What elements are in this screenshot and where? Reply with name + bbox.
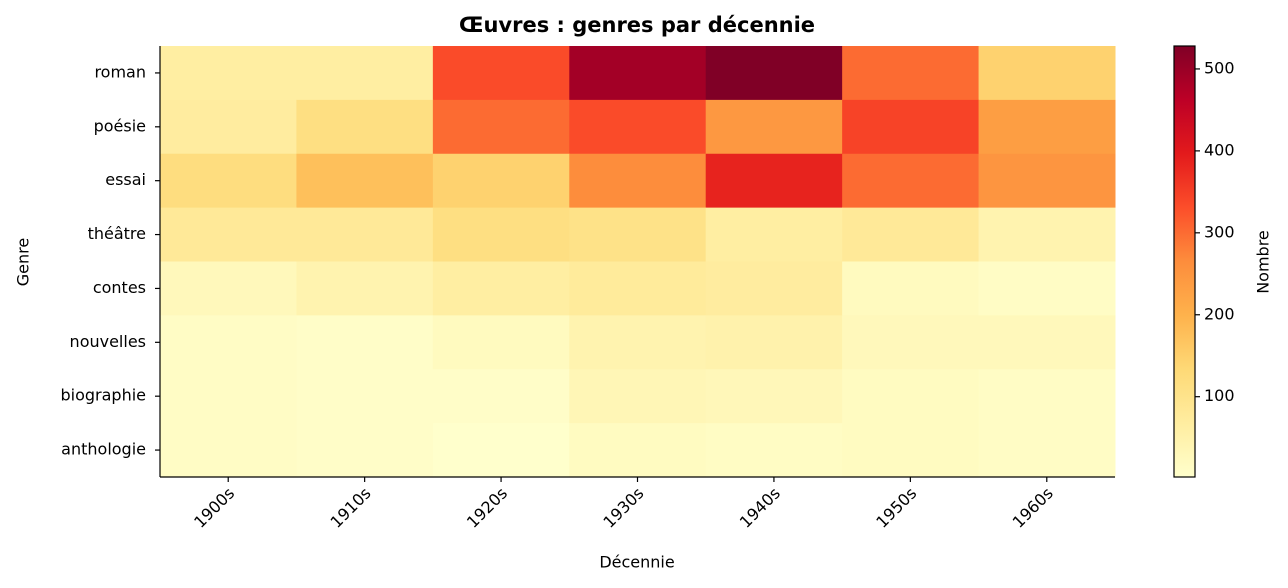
heatmap-cell bbox=[432, 369, 570, 424]
heatmap-cell bbox=[432, 99, 570, 155]
y-tick-label: essai bbox=[105, 170, 146, 189]
heatmap-cell bbox=[296, 261, 434, 316]
y-tick-label: théâtre bbox=[88, 224, 146, 243]
heatmap-cell bbox=[978, 99, 1116, 155]
colorbar-tick-label: 500 bbox=[1204, 58, 1235, 77]
heatmap-cell bbox=[432, 423, 570, 478]
colorbar-tick-label: 300 bbox=[1204, 222, 1235, 241]
heatmap-cell bbox=[569, 261, 707, 316]
heatmap-cell bbox=[432, 46, 570, 101]
x-tick-label: 1950s bbox=[872, 484, 920, 532]
heatmap-cell bbox=[705, 207, 843, 262]
heatmap-cell bbox=[978, 261, 1116, 316]
heatmap-cell bbox=[842, 423, 980, 478]
x-tick-label: 1940s bbox=[736, 484, 784, 532]
heatmap-cell bbox=[296, 207, 434, 262]
heatmap-cell bbox=[296, 99, 434, 155]
heatmap-cell bbox=[978, 369, 1116, 424]
heatmap-cell bbox=[569, 315, 707, 370]
heatmap-cell bbox=[160, 423, 297, 478]
colorbar bbox=[1173, 45, 1196, 478]
heatmap-cell bbox=[569, 46, 707, 101]
heatmap-cell bbox=[978, 315, 1116, 370]
y-tick-label: biographie bbox=[60, 386, 146, 405]
heatmap-cell bbox=[569, 153, 707, 209]
heatmap-cell bbox=[432, 315, 570, 370]
y-tick-label: poésie bbox=[94, 116, 146, 135]
heatmap-cell bbox=[842, 46, 980, 101]
heatmap-cell bbox=[705, 153, 843, 209]
heatmap-cell bbox=[160, 261, 297, 316]
x-tick-label: 1910s bbox=[327, 484, 375, 532]
heatmap-cell bbox=[160, 99, 297, 155]
colorbar-tick-label: 400 bbox=[1204, 140, 1235, 159]
heatmap-cell bbox=[569, 423, 707, 478]
colorbar-tick-label: 200 bbox=[1204, 304, 1235, 323]
y-tick-label: anthologie bbox=[61, 440, 146, 459]
heatmap-cell bbox=[978, 46, 1116, 101]
heatmap-cell bbox=[569, 369, 707, 424]
heatmap-cell bbox=[705, 99, 843, 155]
heatmap-cell bbox=[842, 369, 980, 424]
y-tick-label: nouvelles bbox=[70, 332, 146, 351]
heatmap-cell bbox=[296, 369, 434, 424]
chart-title: Œuvres : genres par décennie bbox=[459, 13, 815, 37]
heatmap-cell bbox=[569, 207, 707, 262]
heatmap-cell bbox=[978, 423, 1116, 478]
heatmap-cell bbox=[705, 423, 843, 478]
x-axis-label: Décennie bbox=[599, 553, 674, 572]
heatmap-cell bbox=[432, 261, 570, 316]
heatmap-cell bbox=[842, 99, 980, 155]
heatmap-cell bbox=[296, 423, 434, 478]
heatmap-cell bbox=[296, 315, 434, 370]
y-tick-label: roman bbox=[94, 62, 146, 81]
colorbar-label: Nombre bbox=[1254, 230, 1273, 294]
heatmap-cell bbox=[705, 261, 843, 316]
heatmap-cell bbox=[432, 207, 570, 262]
heatmap-cell bbox=[705, 315, 843, 370]
heatmap-cell bbox=[160, 207, 297, 262]
heatmap-cell bbox=[978, 207, 1116, 262]
heatmap-cell bbox=[569, 99, 707, 155]
heatmap-cell bbox=[296, 153, 434, 209]
x-tick-label: 1920s bbox=[463, 484, 511, 532]
y-tick-label: contes bbox=[93, 278, 146, 297]
heatmap-cell bbox=[842, 153, 980, 209]
heatmap-cell bbox=[842, 261, 980, 316]
x-tick-label: 1960s bbox=[1009, 484, 1057, 532]
x-tick-label: 1930s bbox=[599, 484, 647, 532]
heatmap-cell bbox=[296, 46, 434, 101]
heatmap-cell bbox=[160, 315, 297, 370]
heatmap-cell bbox=[160, 369, 297, 424]
heatmap-cell bbox=[842, 315, 980, 370]
y-axis-label: Genre bbox=[14, 238, 33, 286]
heatmap-cell bbox=[160, 153, 297, 209]
heatmap-cell bbox=[432, 153, 570, 209]
heatmap-cell bbox=[978, 153, 1116, 209]
heatmap-cell bbox=[705, 46, 843, 101]
colorbar-tick-label: 100 bbox=[1204, 386, 1235, 405]
heatmap-cell bbox=[160, 46, 297, 101]
heatmap-cell bbox=[842, 207, 980, 262]
x-tick-label: 1900s bbox=[190, 484, 238, 532]
heatmap-cell bbox=[705, 369, 843, 424]
